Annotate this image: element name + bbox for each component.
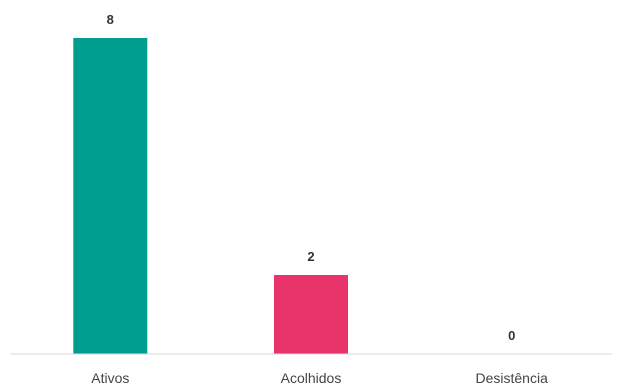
data-label: 2 — [307, 249, 314, 264]
bar-ativos — [73, 38, 148, 354]
value-labels-group: 8 2 0 — [107, 12, 516, 343]
bars-group — [73, 38, 348, 354]
bar-acolhidos — [274, 275, 348, 354]
data-label: 8 — [107, 12, 114, 27]
x-tick-label: Acolhidos — [281, 370, 342, 386]
x-tick-label: Desistência — [476, 370, 549, 386]
data-label: 0 — [508, 328, 515, 343]
x-tick-label: Ativos — [91, 370, 129, 386]
x-tick-labels-group: Ativos Acolhidos Desistência — [91, 370, 548, 386]
